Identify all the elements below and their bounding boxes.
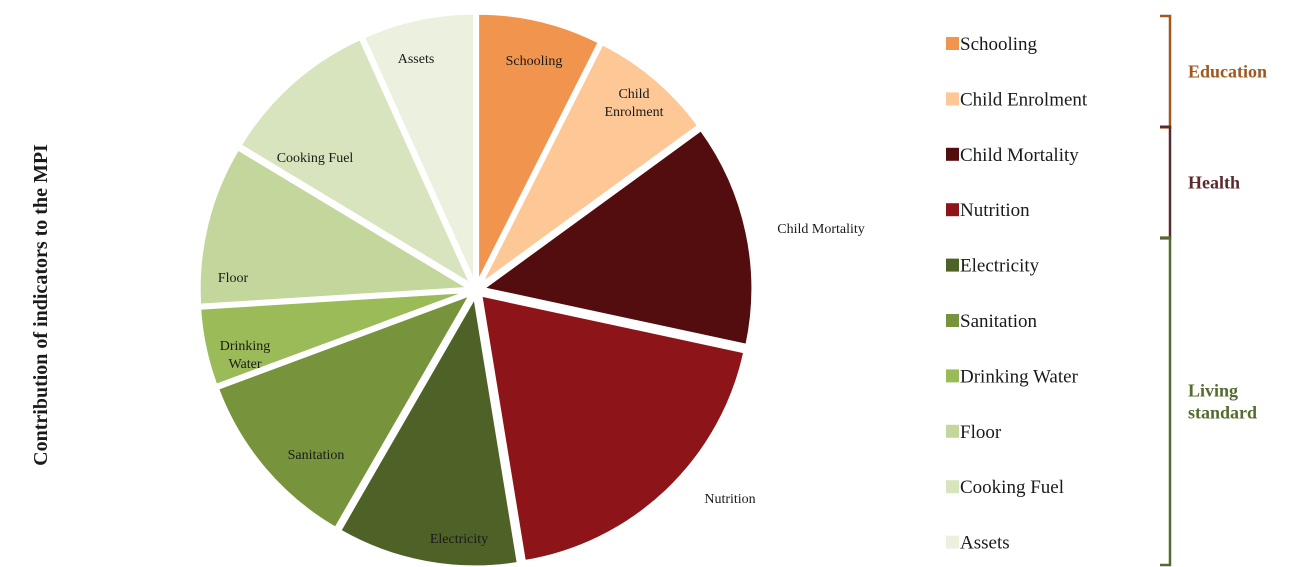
slice-label-schooling: Schooling [506,54,563,69]
legend-swatch [946,147,959,161]
slice-label-cooking-fuel: Cooking Fuel [277,151,354,166]
slice-label-nutrition: Nutrition [704,492,755,507]
group-label-education: Education [1188,62,1267,82]
pie-slice-schooling [476,11,602,284]
legend-swatch [946,314,959,327]
slice-label-sanitation: Sanitation [288,448,345,463]
slice-label-child-enrolment: Child Enrolment [604,87,663,120]
legend-label: Floor [960,422,1002,443]
legend-label: Sanitation [960,311,1038,332]
legend-item-child-mortality: Child Mortality [946,145,1079,166]
pie-slice-sanitation [215,291,475,531]
pie-slice-floor [197,146,475,307]
legend-item-drinking-water: Drinking Water [946,366,1079,387]
pie-slice-child-mortality [479,127,755,348]
slice-label-assets: Assets [398,52,435,67]
legend-item-cooking-fuel: Cooking Fuel [946,477,1064,498]
legend-item-schooling: Schooling [946,34,1038,55]
legend-label: Child Enrolment [960,89,1088,110]
legend-label: Drinking Water [960,366,1079,387]
legend-swatch [946,424,959,438]
legend-label: Child Mortality [960,145,1079,166]
group-bracket-education: Education [1160,14,1267,129]
legend-item-electricity: Electricity [946,256,1040,277]
group-brackets: Education Health Living standard [1160,14,1267,567]
y-axis-title: Contribution of indicators to the MPI [30,144,52,466]
legend-swatch [946,37,959,50]
group-bracket-health: Health [1160,125,1240,240]
bracket-line [1160,14,1172,129]
slice-label-drinking-water: Drinking Water [220,339,271,372]
legend-label: Assets [960,533,1010,554]
pie-slice-drinking-water [198,289,470,388]
legend-label: Electricity [960,256,1040,277]
slice-label-child-mortality: Child Mortality [777,222,865,237]
legend-item-floor: Floor [946,422,1002,443]
group-label-health: Health [1188,173,1240,193]
legend-swatch [946,203,959,217]
pie-slices [197,11,755,567]
legend-label: Cooking Fuel [960,477,1064,498]
legend-item-child-enrolment: Child Enrolment [946,89,1088,110]
slice-label-floor: Floor [218,271,249,286]
legend-label: Nutrition [960,200,1030,221]
pie-slice-labels: Schooling Child Enrolment Child Mortality Nu… [218,52,865,547]
legend-swatch [946,92,959,106]
slice-label-electricity: Electricity [430,532,488,547]
group-label-living-standard: Living standard [1188,380,1257,422]
pie-slice-assets [361,11,477,284]
legend-swatch [946,480,959,494]
pie-slice-cooking-fuel [238,36,475,289]
bracket-line [1160,125,1172,240]
legend-label: Schooling [960,34,1038,55]
legend-swatch [946,369,959,383]
pie-slice-child-enrolment [479,41,701,286]
pie-slice-electricity [337,292,521,567]
legend-swatch [946,535,959,549]
group-bracket-living-standard: Living standard [1160,236,1257,567]
legend: Schooling Child Enrolment Child Mortality N… [946,34,1088,554]
bracket-line [1160,236,1172,567]
legend-item-assets: Assets [946,533,1010,554]
pie-slice-nutrition [478,293,747,564]
legend-item-sanitation: Sanitation [946,311,1038,332]
legend-swatch [946,258,959,272]
legend-item-nutrition: Nutrition [946,200,1030,221]
